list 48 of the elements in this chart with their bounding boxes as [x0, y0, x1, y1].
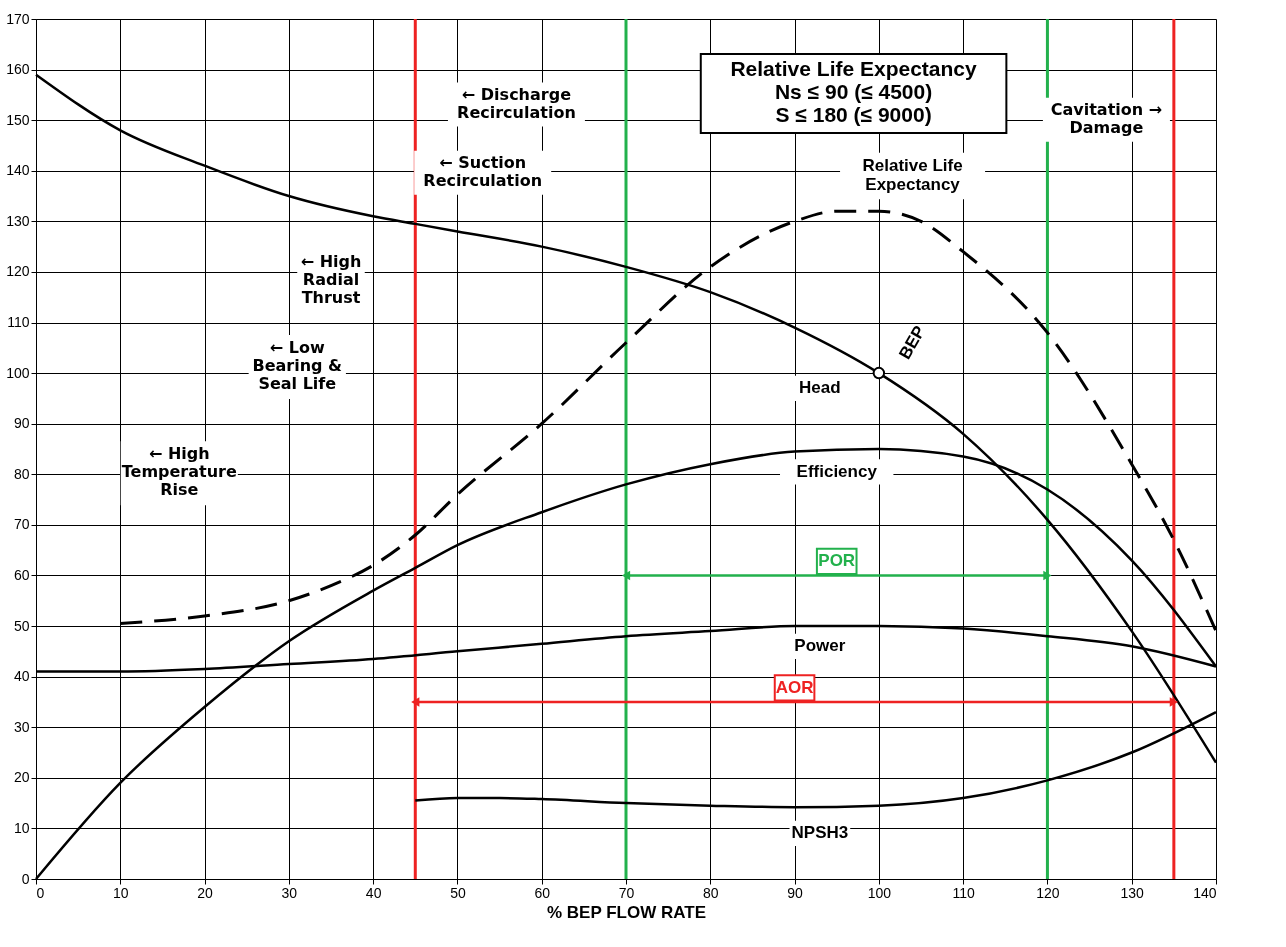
y-tick-label: 10	[13, 819, 30, 836]
y-tick-label: 170	[6, 10, 30, 27]
y-tick-label: 100	[6, 364, 30, 381]
x-tick-label: 120	[1036, 884, 1060, 901]
x-tick-label: 60	[534, 884, 551, 901]
series-label: Efficiency	[796, 461, 878, 481]
x-tick-label: 80	[703, 884, 719, 901]
x-tick-label: 20	[197, 884, 214, 901]
series-label: Power	[794, 636, 846, 656]
annotation: ← High Temperature Rise	[121, 444, 237, 500]
x-tick-label: 10	[113, 884, 129, 901]
x-tick-label: 0	[36, 884, 45, 901]
x-tick-label: 110	[952, 884, 976, 901]
y-tick-label: 150	[6, 111, 30, 128]
x-tick-label: 50	[450, 884, 466, 901]
y-tick-label: 40	[13, 668, 30, 685]
annotation: ← Low Bearing & Seal Life	[252, 337, 343, 393]
series-label: POR	[818, 551, 856, 571]
series-label: Head	[799, 378, 841, 398]
x-axis-title: % BEP FLOW RATE	[547, 902, 706, 922]
x-tick-label: 30	[281, 884, 298, 901]
y-tick-label: 80	[13, 465, 30, 482]
annotation: ← High Radial Thrust	[300, 251, 362, 307]
annotation: ← Discharge Recirculation	[457, 84, 576, 122]
series-label: Relative Life Expectancy	[862, 155, 963, 194]
text: Relative Life Expectancy Ns ≤ 90 (≤ 4500) S ≤ 180 (≤ 9000)	[730, 56, 978, 126]
y-tick-label: 50	[13, 617, 30, 634]
x-tick-label: 40	[365, 884, 382, 901]
y-tick-label: 30	[13, 718, 30, 735]
annotation: Cavitation → Damage	[1050, 100, 1163, 138]
y-tick-label: 110	[7, 314, 30, 331]
series-label: NPSH3	[791, 823, 849, 843]
y-tick-label: 0	[21, 870, 30, 887]
y-tick-label: 20	[13, 769, 30, 786]
x-tick-label: 90	[787, 884, 804, 901]
y-tick-label: 90	[13, 415, 30, 432]
y-tick-label: 130	[6, 212, 30, 229]
y-tick-label: 160	[6, 61, 30, 78]
annotation: ← Suction Recirculation	[423, 153, 543, 191]
y-tick-label: 60	[13, 566, 30, 583]
x-tick-label: 70	[618, 884, 635, 901]
y-tick-label: 70	[13, 516, 30, 533]
y-tick-label: 120	[6, 263, 30, 280]
series-label: AOR	[775, 677, 814, 697]
x-tick-label: 100	[867, 884, 892, 901]
x-tick-label: 140	[1193, 884, 1217, 901]
y-tick-label: 140	[6, 162, 30, 179]
x-tick-label: 130	[1120, 884, 1145, 901]
